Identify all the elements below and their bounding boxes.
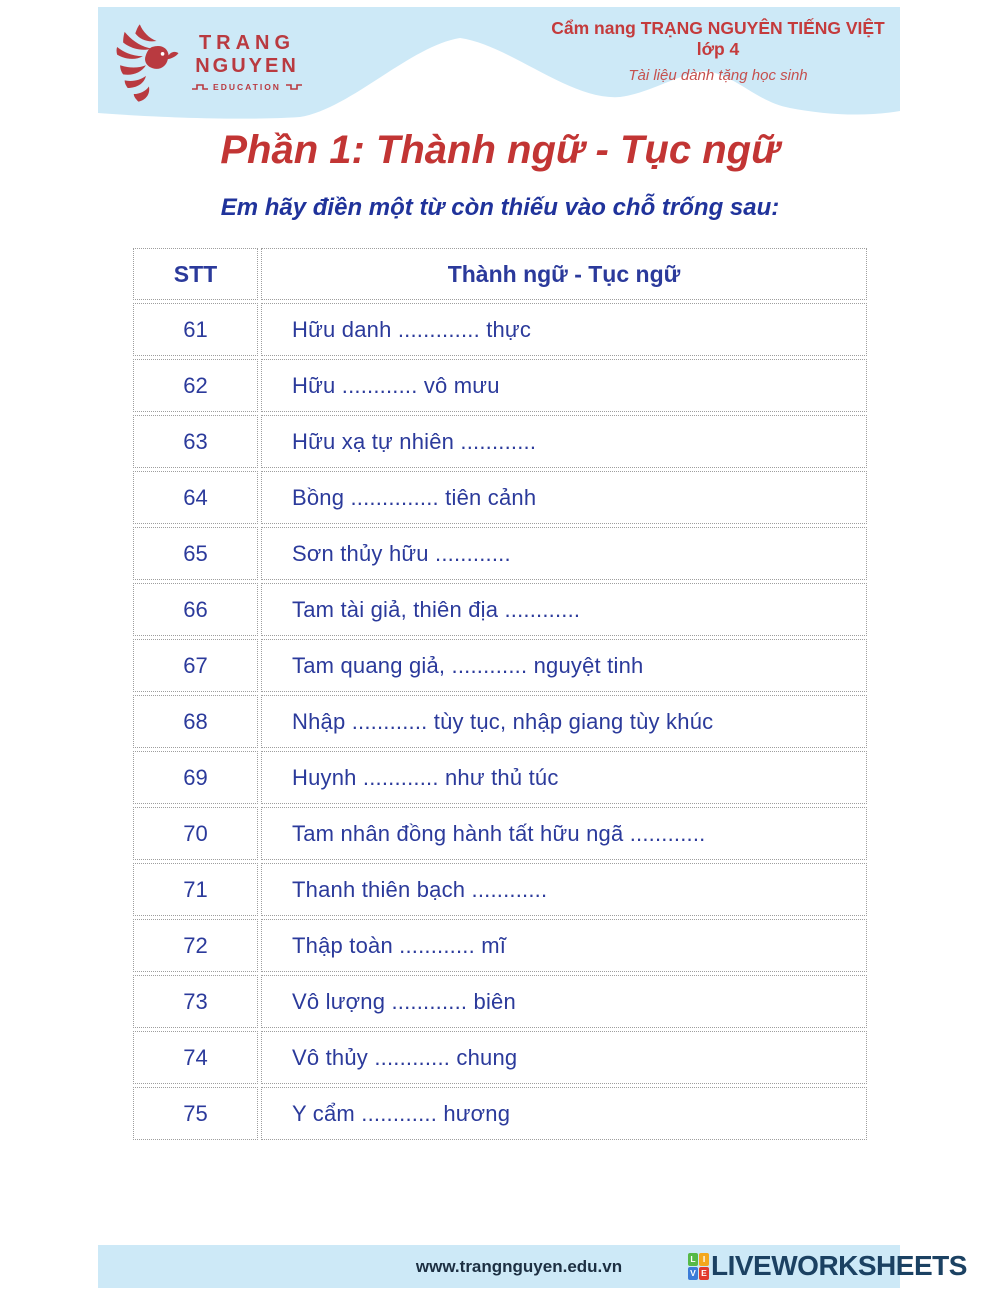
phrase-text: Sơn thủy hữu ............ [261, 527, 867, 580]
column-header-phrase: Thành ngữ - Tục ngữ [261, 248, 867, 300]
phrase-table-body: 61 Hữu danh ............. thực 62 Hữu .....… [133, 303, 867, 1140]
phrase-text: Tam tài giả, thiên địa ............ [261, 583, 867, 636]
worksheet-table: STT Thành ngữ - Tục ngữ 61 Hữu danh .....… [130, 245, 870, 1143]
phrase-text: Y cẩm ............ hương [261, 1087, 867, 1140]
table-row: 73 Vô lượng ............ biên [133, 975, 867, 1028]
row-number: 62 [133, 359, 258, 412]
instruction-text: Em hãy điền một từ còn thiếu vào chỗ trố… [220, 194, 780, 221]
letter-tile: L [688, 1252, 698, 1266]
row-number: 68 [133, 695, 258, 748]
table-row: 62 Hữu ............ vô mưu [133, 359, 867, 412]
table-row: 66 Tam tài giả, thiên địa ............ [133, 583, 867, 636]
table-row: 71 Thanh thiên bạch ............ [133, 863, 867, 916]
table-header-row: STT Thành ngữ - Tục ngữ [133, 248, 867, 300]
trang-nguyen-logo: TRANG NGUYEN EDUCATION [108, 20, 306, 112]
row-number: 67 [133, 639, 258, 692]
phrase-text: Thập toàn ............ mĩ [261, 919, 867, 972]
header-meta: Cẩm nang TRẠNG NGUYÊN TIẾNG VIỆT lớp 4 T… [540, 18, 896, 84]
row-number: 69 [133, 751, 258, 804]
phrase-text: Vô thủy ............ chung [261, 1031, 867, 1084]
table-row: 72 Thập toàn ............ mĩ [133, 919, 867, 972]
row-number: 63 [133, 415, 258, 468]
phrase-text: Hữu ............ vô mưu [261, 359, 867, 412]
logo-wordmark: TRANG NGUYEN EDUCATION [188, 32, 306, 92]
table-row: 61 Hữu danh ............. thực [133, 303, 867, 356]
row-number: 74 [133, 1031, 258, 1084]
column-header-stt: STT [133, 248, 258, 300]
table-row: 74 Vô thủy ............ chung [133, 1031, 867, 1084]
row-number: 65 [133, 527, 258, 580]
row-number: 61 [133, 303, 258, 356]
header-cloud-banner [98, 7, 900, 129]
phrase-text: Tam nhân đồng hành tất hữu ngã .........… [261, 807, 867, 860]
letter-tile: I [699, 1252, 709, 1266]
table-row: 70 Tam nhân đồng hành tất hữu ngã .......… [133, 807, 867, 860]
logo-line-nguyen: NGUYEN [195, 55, 299, 77]
table-row: 75 Y cẩm ............ hương [133, 1087, 867, 1140]
letter-tile: V [688, 1266, 698, 1280]
logo-line-education: EDUCATION [213, 82, 281, 92]
row-number: 71 [133, 863, 258, 916]
phrase-text: Huynh ............ như thủ túc [261, 751, 867, 804]
website-url: www.trangnguyen.edu.vn [415, 1256, 623, 1276]
row-number: 66 [133, 583, 258, 636]
row-number: 64 [133, 471, 258, 524]
row-number: 72 [133, 919, 258, 972]
row-number: 70 [133, 807, 258, 860]
table-row: 65 Sơn thủy hữu ............ [133, 527, 867, 580]
zigzag-ornament-icon [192, 84, 209, 90]
phrase-text: Vô lượng ............ biên [261, 975, 867, 1028]
footer-band: www.trangnguyen.edu.vn [98, 1245, 900, 1288]
cloud-shape [98, 7, 900, 119]
letter-tile: E [699, 1266, 709, 1280]
table-row: 67 Tam quang giả, ............ nguyệt tin… [133, 639, 867, 692]
phrase-text: Thanh thiên bạch ............ [261, 863, 867, 916]
logo-line-trang: TRANG [198, 32, 296, 54]
phoenix-logo-icon [116, 24, 179, 102]
table-row: 68 Nhập ............ tùy tục, nhập giang … [133, 695, 867, 748]
table-row: 63 Hữu xạ tự nhiên ............ [133, 415, 867, 468]
row-number: 73 [133, 975, 258, 1028]
phrase-text: Hữu xạ tự nhiên ............ [261, 415, 867, 468]
phrase-text: Hữu danh ............. thực [261, 303, 867, 356]
zigzag-ornament-icon [285, 84, 302, 90]
booklet-title: Cẩm nang TRẠNG NGUYÊN TIẾNG VIỆT lớp 4 [551, 18, 885, 59]
table-row: 69 Huynh ............ như thủ túc [133, 751, 867, 804]
table-row: 64 Bồng .............. tiên cảnh [133, 471, 867, 524]
page-title: Phần 1: Thành ngữ - Tục ngữ [220, 128, 780, 172]
phrase-text: Tam quang giả, ............ nguyệt tinh [261, 639, 867, 692]
liveworksheets-brand-name: LIVEWORKSHEETS [711, 1250, 967, 1281]
phrase-text: Nhập ............ tùy tục, nhập giang tù… [261, 695, 867, 748]
booklet-subtitle: Tài liệu dành tặng học sinh [628, 67, 808, 84]
phrase-text: Bồng .............. tiên cảnh [261, 471, 867, 524]
row-number: 75 [133, 1087, 258, 1140]
